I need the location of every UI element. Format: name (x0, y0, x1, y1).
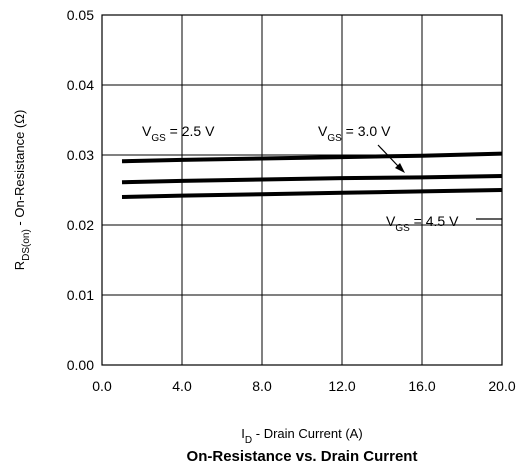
series-lines (121, 151, 503, 199)
y-tick-label: 0.03 (67, 147, 94, 163)
y-axis-label-rest: - On-Resistance (Ω) (12, 110, 27, 230)
x-tick-label: 12.0 (328, 378, 355, 394)
annotation-vgs25: VGS = 2.5 V (142, 123, 215, 144)
annotation-vgs30-leader (377, 144, 399, 167)
y-tick-label: 0.05 (67, 7, 94, 23)
annotation-vgs45-sub: GS (395, 223, 410, 234)
x-axis-label-sub: D (245, 435, 252, 446)
annotation-vgs45-rest: = 4.5 V (410, 213, 459, 229)
annotation-vgs25-main: V (142, 123, 152, 139)
x-axis-label-main: I (241, 426, 245, 441)
series-line-0 (121, 151, 503, 164)
x-tick-label: 0.0 (92, 378, 112, 394)
y-tick-label: 0.04 (67, 77, 94, 93)
x-axis-label-rest: - Drain Current (A) (252, 426, 363, 441)
annotation-vgs25-sub: GS (151, 133, 166, 144)
axis-labels: ID - Drain Current (A) RDS(on) - On-Resis… (12, 110, 417, 465)
x-tick-label: 8.0 (252, 378, 272, 394)
y-axis-label-main: R (12, 261, 27, 270)
y-axis-label: RDS(on) - On-Resistance (Ω) (12, 110, 32, 271)
x-tick-label: 20.0 (488, 378, 515, 394)
annotation-vgs30-sub: GS (327, 133, 342, 144)
y-tick-label: 0.00 (67, 357, 94, 373)
annotation-vgs45: VGS = 4.5 V (386, 213, 459, 234)
chart-title: On-Resistance vs. Drain Current (187, 448, 418, 465)
y-tick-label: 0.01 (67, 287, 94, 303)
annotation-vgs30-arrowhead (395, 163, 405, 173)
annotation-vgs30-main: V (318, 123, 328, 139)
series-line-1 (121, 174, 503, 185)
annotation-vgs30: VGS = 3.0 V (318, 123, 391, 144)
annotation-vgs45-main: V (386, 213, 396, 229)
x-tick-label: 16.0 (408, 378, 435, 394)
y-tick-label: 0.02 (67, 217, 94, 233)
annotation-vgs30-rest: = 3.0 V (342, 123, 391, 139)
x-axis-label: ID - Drain Current (A) (241, 426, 362, 446)
annotation-vgs25-rest: = 2.5 V (166, 123, 215, 139)
series-line-2 (121, 188, 503, 199)
x-tick-label: 4.0 (172, 378, 192, 394)
y-axis-label-sub: DS(on) (21, 229, 32, 261)
tick-labels: 0.0 4.0 8.0 12.0 16.0 20.0 0.00 0.01 0.02 0.03 0.0… (67, 7, 516, 394)
